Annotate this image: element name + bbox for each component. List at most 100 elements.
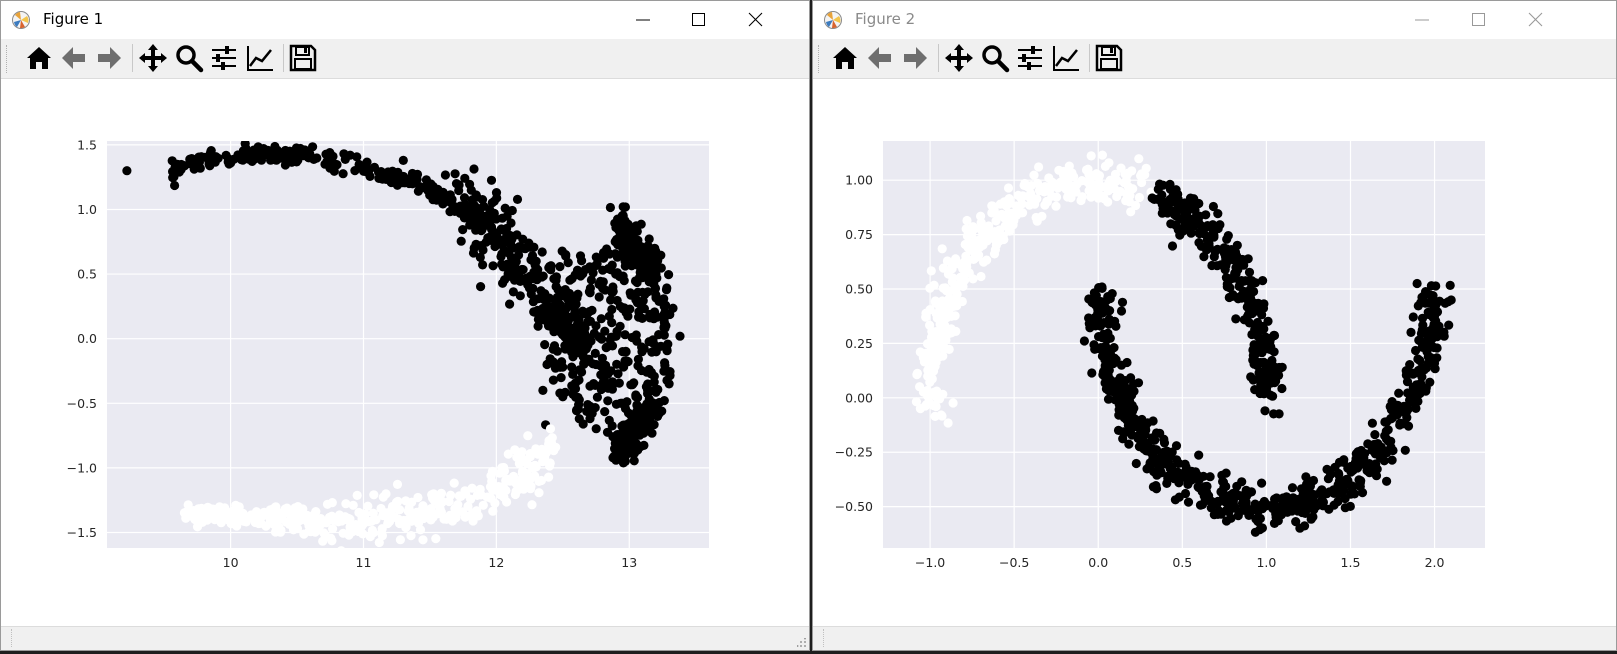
cluster-a-point bbox=[589, 379, 599, 389]
cluster-a-point bbox=[240, 141, 250, 149]
back-button[interactable] bbox=[58, 42, 90, 74]
cluster-a-point bbox=[615, 321, 625, 331]
cluster-b-point bbox=[404, 503, 414, 514]
cluster-b-point bbox=[1134, 154, 1144, 164]
cluster-a-point bbox=[1169, 474, 1179, 484]
back-button[interactable] bbox=[864, 42, 896, 74]
title-bar[interactable]: Figure 2 bbox=[813, 1, 1616, 39]
cluster-b-point bbox=[1105, 175, 1115, 185]
cluster-a-point bbox=[619, 303, 629, 313]
figure-canvas[interactable]: −1.0 −0.5 0.0 0.5 1.0 1.5 2.0 −0.50 −0.25 0.00 0.2… bbox=[813, 79, 1616, 627]
cluster-a-point bbox=[506, 262, 516, 272]
cluster-a-point bbox=[1291, 517, 1301, 527]
cluster-b-point bbox=[1121, 196, 1131, 206]
cluster-a-point bbox=[600, 285, 610, 295]
cluster-a-point bbox=[1379, 456, 1389, 466]
cluster-b-point bbox=[1121, 189, 1132, 199]
x-tick-label: 0.0 bbox=[1088, 555, 1108, 570]
cluster-a-point bbox=[629, 237, 639, 247]
cluster-a-point bbox=[256, 155, 267, 165]
cluster-b-point bbox=[976, 211, 986, 221]
cluster-b-point bbox=[377, 531, 387, 541]
cluster-b-point bbox=[961, 251, 971, 261]
cluster-b-point bbox=[925, 350, 935, 361]
save-button[interactable] bbox=[287, 42, 319, 74]
edit-axes-button[interactable] bbox=[1050, 42, 1082, 74]
forward-button[interactable] bbox=[93, 42, 125, 74]
cluster-a-point bbox=[1183, 497, 1194, 507]
home-button[interactable] bbox=[829, 42, 861, 74]
cluster-b-point bbox=[449, 478, 459, 488]
edit-axes-button[interactable] bbox=[244, 42, 276, 74]
cluster-a-point bbox=[1367, 418, 1377, 428]
save-button[interactable] bbox=[1093, 42, 1125, 74]
cluster-a-point bbox=[1230, 488, 1240, 498]
cluster-a-point bbox=[1092, 343, 1102, 354]
cluster-b-point bbox=[530, 471, 540, 481]
configure-subplots-button[interactable] bbox=[1014, 42, 1046, 74]
forward-button[interactable] bbox=[899, 42, 931, 74]
close-button[interactable] bbox=[1513, 5, 1559, 35]
figure-canvas[interactable]: 10 11 12 13 −1.5 −1.0 −0.5 0.0 0.5 1.0 1.5 bbox=[9, 79, 809, 627]
cluster-a-point bbox=[1163, 458, 1174, 468]
pan-icon bbox=[945, 44, 973, 72]
scatter-plot-1: 10 11 12 13 −1.5 −1.0 −0.5 0.0 0.5 1.0 1.5 bbox=[67, 137, 709, 570]
cluster-a-point bbox=[512, 194, 523, 204]
cluster-a-point bbox=[591, 252, 601, 262]
zoom-button[interactable] bbox=[173, 42, 205, 74]
cluster-b-point bbox=[1097, 150, 1107, 160]
cluster-a-point bbox=[537, 247, 547, 257]
cluster-a-point bbox=[1156, 468, 1166, 478]
cluster-b-point bbox=[1029, 170, 1039, 180]
cluster-a-point bbox=[574, 268, 584, 278]
cluster-a-point bbox=[1120, 396, 1130, 406]
cluster-a-point bbox=[1255, 525, 1265, 535]
minimize-button[interactable] bbox=[620, 5, 666, 35]
cluster-a-point bbox=[1187, 466, 1197, 476]
cluster-b-point bbox=[945, 286, 955, 296]
cluster-a-point bbox=[1372, 464, 1382, 474]
cluster-b-point bbox=[510, 445, 520, 455]
cluster-a-point bbox=[445, 197, 455, 207]
cluster-a-point bbox=[591, 321, 601, 331]
cluster-a-point bbox=[1251, 343, 1261, 353]
cluster-a-point bbox=[1369, 439, 1379, 450]
resize-grip-icon[interactable] bbox=[797, 638, 807, 648]
cluster-a-point bbox=[632, 413, 642, 423]
cluster-b-point bbox=[1116, 163, 1126, 173]
cluster-a-point bbox=[469, 164, 479, 174]
y-tick-label: 0.25 bbox=[845, 336, 873, 351]
cluster-b-point bbox=[968, 274, 978, 284]
maximize-icon bbox=[692, 13, 705, 26]
cluster-a-point bbox=[606, 332, 616, 342]
zoom-button[interactable] bbox=[979, 42, 1011, 74]
cluster-b-point bbox=[450, 509, 460, 520]
cluster-b-point bbox=[943, 418, 953, 428]
window-title: Figure 1 bbox=[43, 10, 104, 28]
close-icon bbox=[748, 12, 763, 27]
cluster-a-point bbox=[606, 295, 616, 305]
cluster-a-point bbox=[1298, 489, 1308, 500]
cluster-b-point bbox=[928, 340, 938, 351]
cluster-b-point bbox=[925, 305, 935, 315]
configure-subplots-button[interactable] bbox=[208, 42, 240, 74]
cluster-a-point bbox=[1193, 474, 1203, 484]
minimize-button[interactable] bbox=[1399, 5, 1445, 35]
pan-button[interactable] bbox=[137, 42, 169, 74]
cluster-b-point bbox=[915, 382, 925, 392]
cluster-a-point bbox=[1381, 434, 1392, 444]
cluster-a-point bbox=[558, 362, 568, 372]
cluster-a-point bbox=[1194, 228, 1204, 238]
cluster-a-point bbox=[1175, 230, 1185, 240]
close-button[interactable] bbox=[733, 5, 779, 35]
cluster-a-point bbox=[471, 190, 481, 200]
pan-button[interactable] bbox=[943, 42, 975, 74]
cluster-b-point bbox=[982, 255, 992, 265]
maximize-button[interactable] bbox=[1456, 5, 1502, 35]
cluster-a-point bbox=[574, 375, 584, 385]
cluster-a-point bbox=[1084, 294, 1094, 304]
home-button[interactable] bbox=[23, 42, 55, 74]
maximize-button[interactable] bbox=[676, 5, 722, 35]
cluster-a-point bbox=[332, 160, 342, 170]
title-bar[interactable]: Figure 1 bbox=[1, 1, 809, 39]
